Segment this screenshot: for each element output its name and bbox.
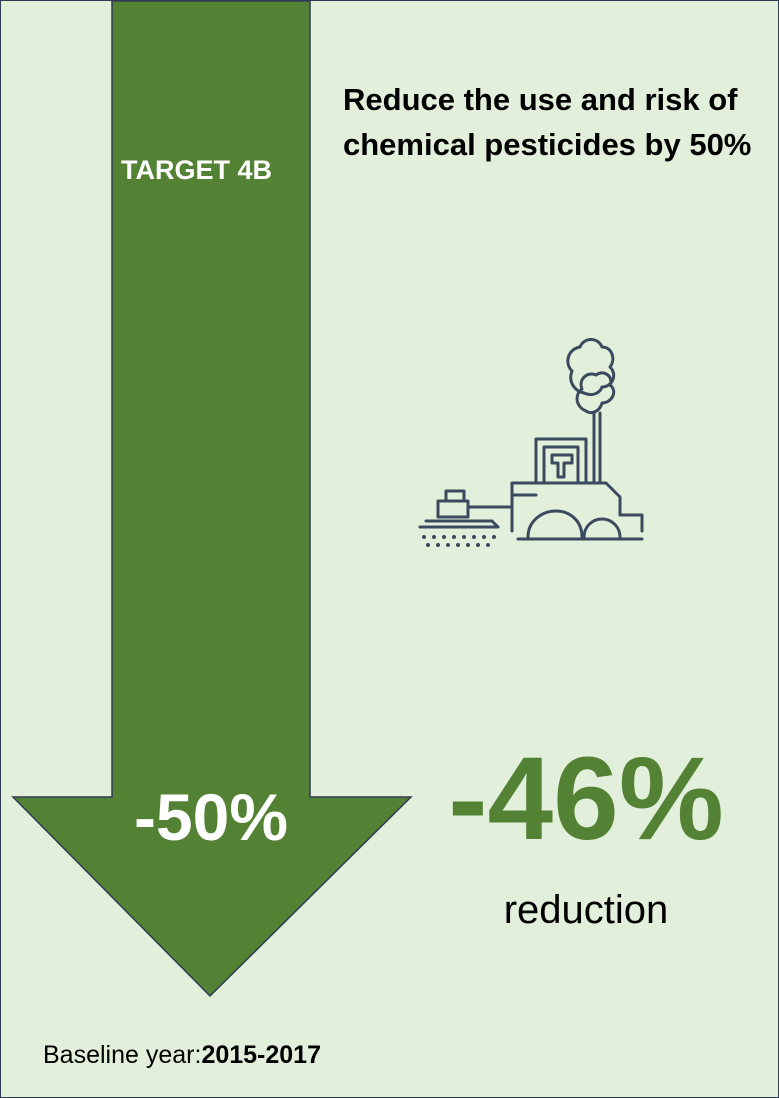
tractor-sprayer-icon [418, 338, 644, 547]
baseline-years: 2015-2017 [201, 1041, 321, 1069]
target-heading: Reduce the use and risk of chemical pest… [343, 82, 752, 162]
target-label: TARGET 4B [121, 155, 273, 185]
result-percentage: -46% [448, 733, 724, 865]
baseline-year: Baseline year:2015-2017 [43, 1041, 321, 1070]
target-percentage: -50% [133, 780, 289, 854]
baseline-prefix: Baseline year: [43, 1041, 202, 1069]
result-label: reduction [503, 888, 669, 932]
